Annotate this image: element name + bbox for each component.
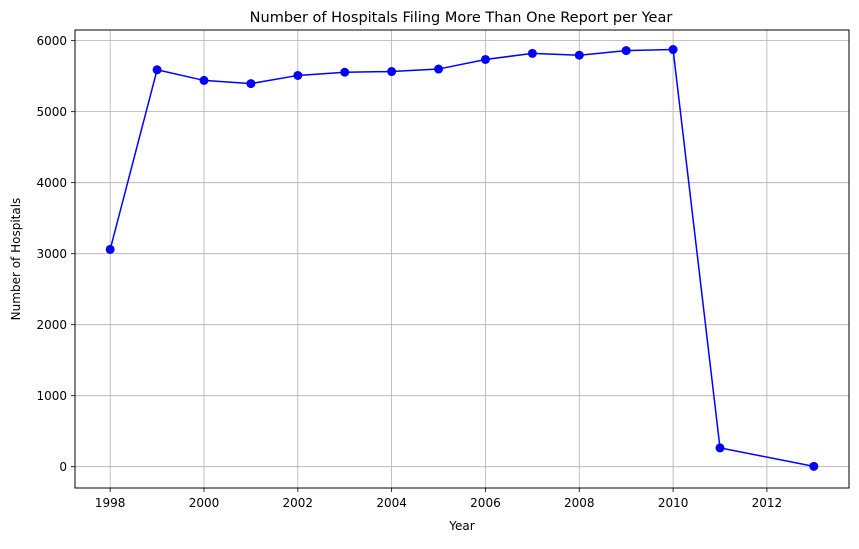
data-point-marker: [293, 70, 303, 80]
chart-title: Number of Hospitals Filing More Than One…: [250, 10, 673, 26]
x-tick-label: 2010: [658, 496, 689, 510]
series-layer: [105, 45, 819, 471]
x-tick-label: 2012: [752, 496, 783, 510]
data-point-marker: [480, 54, 490, 64]
x-tick-label: 2006: [470, 496, 501, 510]
data-point-marker: [199, 75, 209, 85]
data-point-marker: [105, 244, 115, 254]
x-tick-label: 2008: [564, 496, 595, 510]
y-tick-label: 3000: [36, 247, 67, 261]
x-axis-label: Year: [448, 519, 474, 533]
data-point-marker: [668, 45, 678, 55]
x-tick-label: 1998: [95, 496, 126, 510]
data-point-marker: [715, 443, 725, 453]
y-tick-label: 1000: [36, 389, 67, 403]
data-point-marker: [574, 50, 584, 60]
data-point-marker: [246, 79, 256, 89]
y-tick-label: 5000: [36, 105, 67, 119]
data-point-marker: [809, 461, 819, 471]
x-tick-label: 2002: [283, 496, 314, 510]
y-axis-label: Number of Hospitals: [9, 198, 23, 321]
y-tick-label: 0: [59, 460, 67, 474]
data-point-marker: [621, 46, 631, 56]
plot-area-frame: [74, 29, 850, 489]
grid-lines: [75, 30, 849, 488]
data-point-marker: [527, 48, 537, 58]
data-point-marker: [152, 65, 162, 75]
data-point-marker: [387, 67, 397, 77]
axis-ticks: 1998 2000 2002 2004 2006 2008 2010 2012 0 1000 200…: [36, 34, 782, 510]
x-tick-label: 2000: [189, 496, 220, 510]
y-tick-label: 2000: [36, 318, 67, 332]
x-tick-label: 2004: [376, 496, 407, 510]
data-point-marker: [340, 67, 350, 77]
y-tick-label: 4000: [36, 176, 67, 190]
y-tick-label: 6000: [36, 34, 67, 48]
data-point-marker: [434, 64, 444, 74]
